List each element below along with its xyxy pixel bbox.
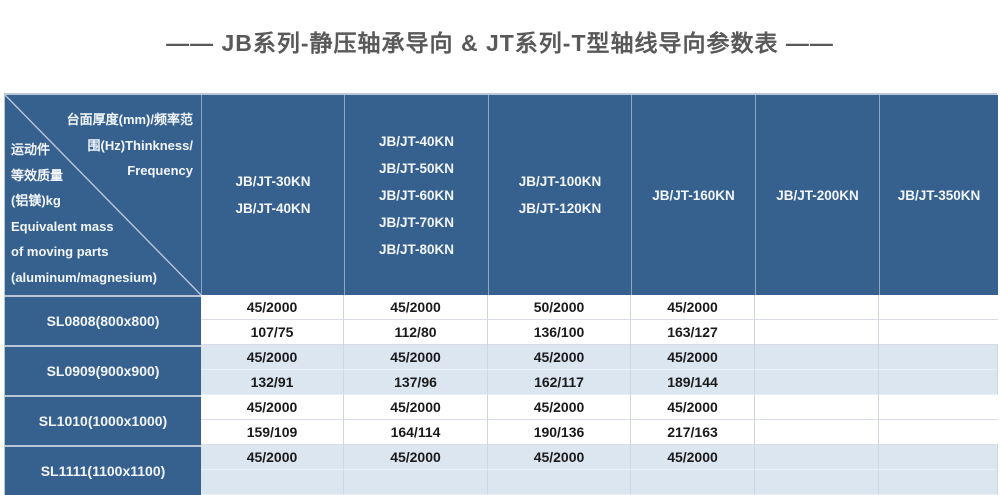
- data-cell: 137/96: [344, 370, 488, 395]
- data-cell: 45/2000: [631, 345, 755, 370]
- data-cell: 163/127: [631, 320, 755, 345]
- column-header-40-80kn: JB/JT-40KN JB/JT-50KN JB/JT-60KN JB/JT-7…: [344, 95, 488, 295]
- corner-bottom-label: 运动件 等效质量 (铝镁)kg Equivalent mass of movin…: [11, 142, 157, 285]
- column-header-100-120kn: JB/JT-100KN JB/JT-120KN: [488, 95, 631, 295]
- column-header-200kn: JB/JT-200KN: [755, 95, 879, 295]
- data-cell: [879, 445, 998, 470]
- data-cell: 132/91: [201, 370, 344, 395]
- data-cell: 45/2000: [631, 295, 755, 320]
- data-cell: 45/2000: [201, 445, 344, 470]
- data-cell: 159/109: [201, 420, 344, 445]
- data-cell: 45/2000: [344, 395, 488, 420]
- data-cell: [755, 295, 879, 320]
- data-cell: [879, 345, 998, 370]
- data-cell: [879, 420, 998, 445]
- column-header-160kn: JB/JT-160KN: [631, 95, 755, 295]
- data-cell: [879, 295, 998, 320]
- corner-header-cell: 台面厚度(mm)/频率范 围(Hz)Thinkness/ Frequency 运…: [5, 95, 201, 295]
- data-cell: 217/163: [631, 420, 755, 445]
- row-header-sl0909: SL0909(900x900): [5, 345, 201, 395]
- data-cell: 45/2000: [344, 295, 488, 320]
- data-cell: [755, 470, 879, 495]
- data-cell: 45/2000: [344, 445, 488, 470]
- data-cell: 164/114: [344, 420, 488, 445]
- data-cell: 107/75: [201, 320, 344, 345]
- data-cell: [755, 370, 879, 395]
- data-cell: [879, 320, 998, 345]
- data-cell: 45/2000: [201, 395, 344, 420]
- row-header-sl1010: SL1010(1000x1000): [5, 395, 201, 445]
- data-cell: 189/144: [631, 370, 755, 395]
- data-cell: 45/2000: [344, 345, 488, 370]
- data-cell: 162/117: [488, 370, 631, 395]
- corner-top-label: 台面厚度(mm)/频率范 围(Hz)Thinkness/ Frequency: [66, 112, 193, 178]
- data-cell: 136/100: [488, 320, 631, 345]
- data-cell: [755, 320, 879, 345]
- data-cell: 45/2000: [631, 395, 755, 420]
- row-header-sl0808: SL0808(800x800): [5, 295, 201, 345]
- column-header-30-40kn: JB/JT-30KN JB/JT-40KN: [201, 95, 344, 295]
- data-cell: 45/2000: [488, 345, 631, 370]
- data-cell: 45/2000: [201, 295, 344, 320]
- data-cell: 45/2000: [201, 345, 344, 370]
- data-cell: 45/2000: [631, 445, 755, 470]
- data-cell: [201, 470, 344, 495]
- data-cell: [755, 445, 879, 470]
- page-title: —— JB系列-静压轴承导向 & JT系列-T型轴线导向参数表 ——: [166, 30, 834, 56]
- data-cell: 45/2000: [488, 445, 631, 470]
- row-header-sl1111: SL1111(1100x1100): [5, 445, 201, 495]
- data-cell: [879, 395, 998, 420]
- data-cell: [631, 470, 755, 495]
- data-cell: [755, 420, 879, 445]
- diagonal-divider-icon: [5, 95, 201, 295]
- data-cell: [755, 395, 879, 420]
- data-cell: 45/2000: [488, 395, 631, 420]
- data-cell: 112/80: [344, 320, 488, 345]
- data-cell: 50/2000: [488, 295, 631, 320]
- column-header-350kn: JB/JT-350KN: [879, 95, 998, 295]
- spec-table: 台面厚度(mm)/频率范 围(Hz)Thinkness/ Frequency 运…: [4, 93, 998, 495]
- data-cell: [879, 370, 998, 395]
- data-cell: [755, 345, 879, 370]
- data-cell: [879, 470, 998, 495]
- data-cell: 190/136: [488, 420, 631, 445]
- data-cell: [344, 470, 488, 495]
- data-cell: [488, 470, 631, 495]
